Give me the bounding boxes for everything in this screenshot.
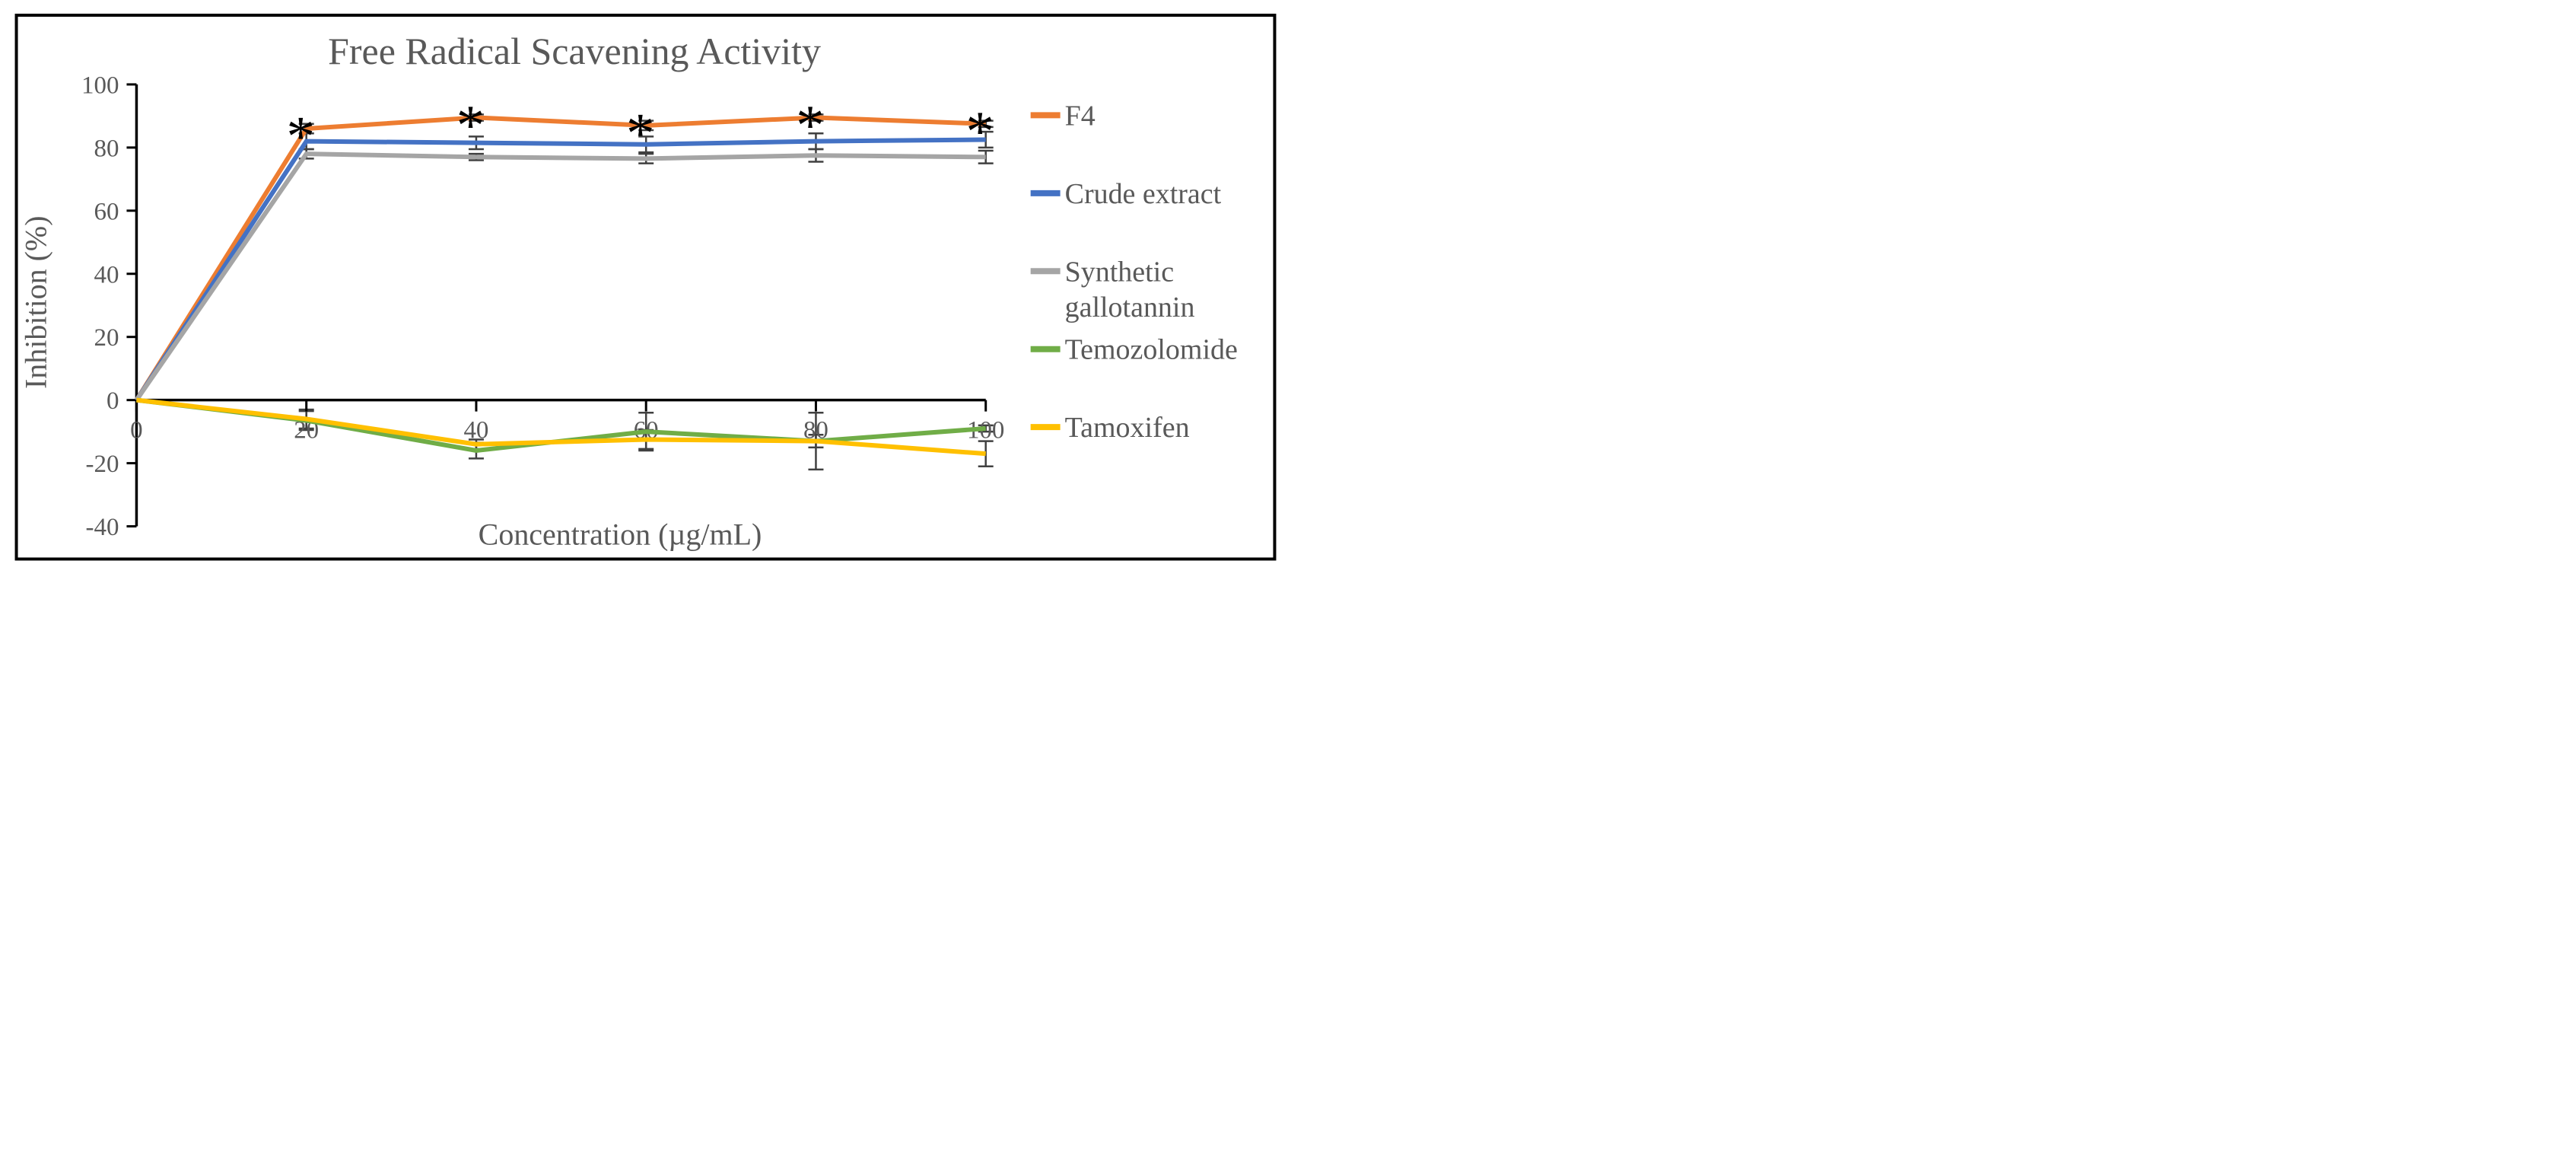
- y-tick-label: -40: [86, 514, 119, 541]
- legend-label: Synthetic: [1065, 256, 1174, 288]
- y-axis-title: Inhibition (%): [19, 215, 53, 389]
- y-tick-label: -20: [86, 451, 119, 478]
- legend-label: Temozolomide: [1065, 334, 1238, 366]
- legend-item-crude-extract: Crude extract: [1030, 178, 1222, 210]
- line-chart: Free Radical Scavening Activity Inhibiti…: [14, 13, 1277, 561]
- chart-title: Free Radical Scavening Activity: [328, 30, 821, 72]
- x-tick-label: 40: [463, 417, 488, 444]
- series-line-synthetic-gallotannin: [134, 151, 986, 402]
- legend-item-f4: F4: [1030, 100, 1096, 132]
- legend-label: F4: [1065, 100, 1096, 132]
- x-axis-title: Concentration (µg/mL): [479, 518, 762, 552]
- significance-asterisk: *: [796, 94, 824, 157]
- series-line-crude-extract: [134, 137, 986, 402]
- y-tick-label: 80: [94, 135, 119, 162]
- significance-markers-layer: * * * * *: [286, 94, 994, 168]
- significance-asterisk: *: [286, 105, 314, 168]
- y-tick-label: 100: [81, 72, 119, 99]
- legend-item-temozolomide: Temozolomide: [1030, 334, 1238, 366]
- legend-item-tamoxifen: Tamoxifen: [1030, 412, 1190, 444]
- y-tick-label: 40: [94, 261, 119, 288]
- y-tick-label: 60: [94, 198, 119, 225]
- y-tick-label: 0: [107, 387, 119, 415]
- x-tick-label: 0: [130, 417, 142, 444]
- series-line-f4: [134, 115, 986, 402]
- y-tick-label: 20: [94, 324, 119, 352]
- legend-label: Crude extract: [1065, 178, 1222, 210]
- significance-asterisk: *: [626, 102, 654, 165]
- series-layer: [134, 115, 986, 457]
- significance-asterisk: *: [965, 100, 994, 164]
- figure-border: [14, 13, 1277, 561]
- chart-figure: Free Radical Scavening Activity Inhibiti…: [0, 0, 1288, 575]
- significance-asterisk: *: [456, 94, 485, 157]
- series-line-tamoxifen: [136, 397, 986, 457]
- legend-label: Tamoxifen: [1065, 412, 1190, 444]
- legend-label: gallotannin: [1065, 291, 1195, 323]
